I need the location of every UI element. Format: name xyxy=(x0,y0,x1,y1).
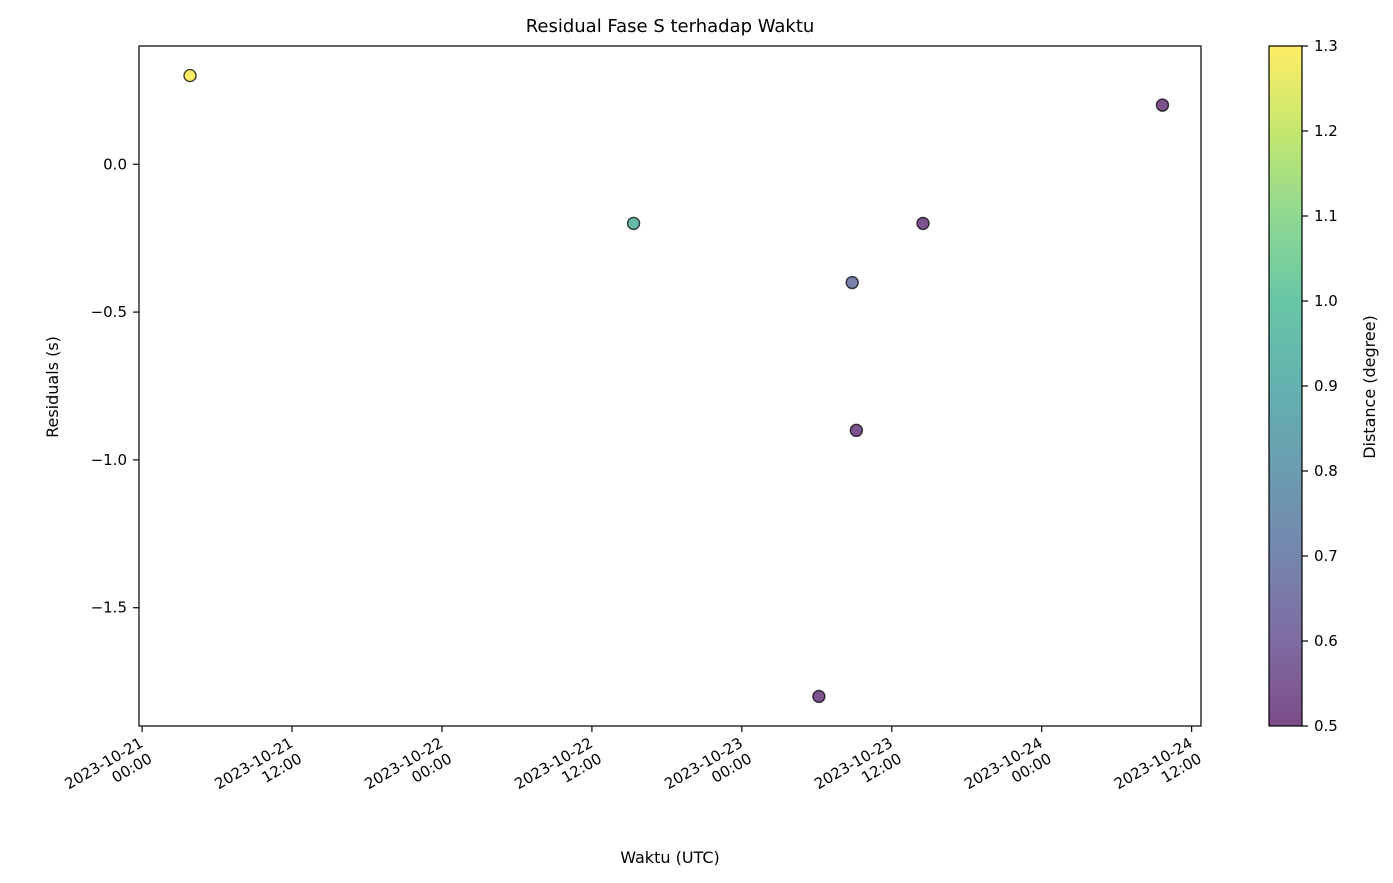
scatter-point xyxy=(183,68,197,83)
scatter-point xyxy=(1155,98,1170,112)
colorbar xyxy=(1268,45,1303,727)
colorbar-tick-label: 1.2 xyxy=(1314,122,1338,140)
scatter-point xyxy=(849,423,864,438)
colorbar-label: Distance (degree) xyxy=(1360,315,1379,459)
colorbar-tick-label: 0.5 xyxy=(1314,717,1338,735)
plot-area: 0.0 −0.5 −1.0 −1.5 2023-10-2100:00 2023-10-21… xyxy=(62,68,1205,809)
x-tick-label: 2023-10-2112:00 xyxy=(212,734,306,809)
x-tick-label: 2023-10-2200:00 xyxy=(361,734,455,809)
colorbar-tick-label: 0.9 xyxy=(1314,377,1338,395)
colorbar-tick-label: 1.1 xyxy=(1314,207,1338,225)
scatter-point xyxy=(916,216,930,231)
y-axis-label: Residuals (s) xyxy=(43,336,62,438)
x-tick-label: 2023-10-2412:00 xyxy=(1111,734,1205,809)
colorbar-tick-label: 1.0 xyxy=(1314,292,1338,310)
colorbar-tick-label: 1.3 xyxy=(1314,37,1338,55)
colorbar-tick-label: 0.8 xyxy=(1314,462,1338,480)
x-tick-label: 2023-10-2100:00 xyxy=(62,734,156,809)
y-tick-label: −1.5 xyxy=(91,599,127,617)
y-tick-label: 0.0 xyxy=(103,155,127,173)
plot-frame xyxy=(138,45,1202,727)
y-tick-label: −1.0 xyxy=(91,451,127,469)
scatter-point xyxy=(845,275,859,290)
x-tick-label: 2023-10-2400:00 xyxy=(961,734,1055,809)
colorbar-tick-label: 0.7 xyxy=(1314,547,1338,565)
y-tick-label: −0.5 xyxy=(91,303,127,321)
colorbar-tick-label: 0.6 xyxy=(1314,632,1338,650)
x-tick-label: 2023-10-2300:00 xyxy=(661,734,755,809)
x-axis-label: Waktu (UTC) xyxy=(620,848,720,867)
x-tick-label: 2023-10-2312:00 xyxy=(811,734,905,809)
chart-title: Residual Fase S terhadap Waktu xyxy=(526,16,815,37)
scatter-point xyxy=(626,216,641,231)
scatter-point xyxy=(812,689,826,704)
x-tick-label: 2023-10-2212:00 xyxy=(511,734,605,809)
